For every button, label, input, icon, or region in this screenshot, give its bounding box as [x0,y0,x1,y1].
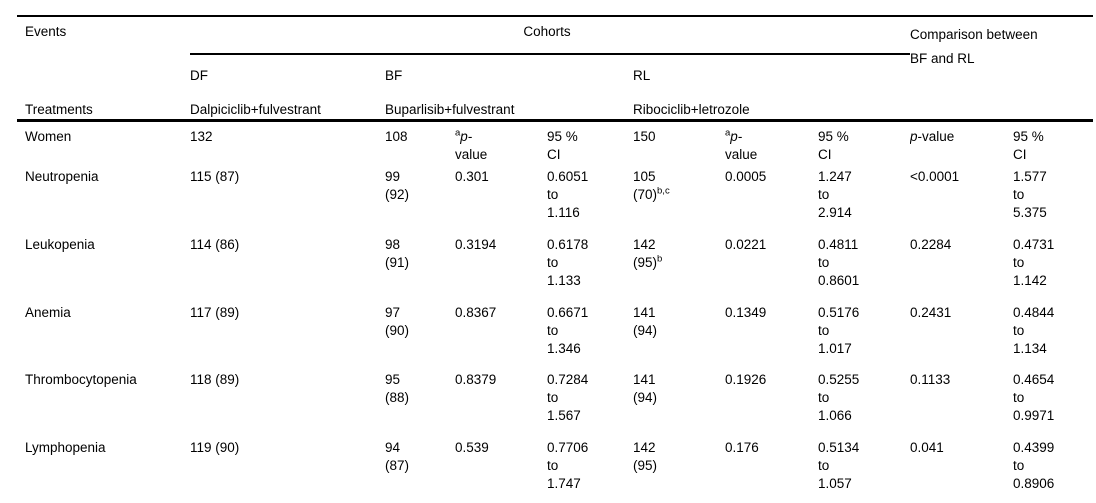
table-cell: 0.176 [725,435,818,503]
comparison-header: Comparison between BF and RL [910,15,1094,122]
row-label: Lymphopenia [17,435,190,503]
table-cell: 0.8379 [455,372,497,388]
treatment-name-rl: Ribociclib+letrozole [633,94,911,122]
table-cell: 0.1133 [910,372,951,388]
table-cell: 132 [190,129,213,144]
events-header: Events [17,15,190,54]
table-cell: 108 [385,129,408,144]
table-cell: 150 [633,129,656,144]
table-cell: 97 (90) [385,304,410,338]
group-abbr-bf: BF [385,68,403,83]
row-label: Thrombocytopenia [25,372,137,388]
group-abbr-rl: RL [633,68,651,83]
row-label: Neutropenia [25,168,99,184]
table-cell: 0.4811 to 0.8601 [818,236,860,288]
table-cell: p-value [910,129,955,144]
table-cell: 1.577 to 5.375 [1013,168,1047,220]
table-cell: 95 (88) [385,372,410,406]
table-row-anemia: Anemia 117 (89) 97 (90) 0.8367 0.6671 to 1.… [17,300,1093,368]
adverse-events-table: Events Cohorts Comparison between BF and … [17,15,1094,503]
table-cell: 1.247 to 2.914 [818,168,852,220]
treatment-name-df: Dalpiciclib+fulvestrant [190,94,385,122]
table-row-leukopenia: Leukopenia 114 (86) 98 (91) 0.3194 0.6178… [17,232,1093,300]
table-cell: 0.4731 to 1.142 [1013,236,1055,288]
header-row-treatments: Treatments Dalpiciclib+fulvestrant Bupar… [17,94,1093,122]
row-label: Anemia [25,304,71,320]
table-cell: 0.4654 to 0.9971 [1013,372,1055,424]
table-cell: 0.1349 [725,304,767,320]
treatments-header: Treatments [17,94,190,122]
table-cell: 0.0005 [725,168,767,184]
table-cell: 0.539 [455,435,547,503]
table-cell: 0.5255 to 1.066 [818,372,860,424]
empty-cell [17,54,190,94]
table-cell: 0.301 [455,168,489,184]
table-cell: 0.041 [910,435,1014,503]
table-cell: <0.0001 [910,168,960,184]
group-abbr-df: DF [190,68,208,83]
table-cell: 0.4844 to 1.134 [1013,304,1055,356]
table-cell: 142 (95)b [633,236,663,270]
table-cell: 0.3194 [455,236,497,252]
row-label: Leukopenia [25,236,95,252]
table-cell: 0.0221 [725,236,767,252]
table-cell: 0.6671 to 1.346 [547,304,589,356]
table-cell: 0.6051 to 1.116 [547,168,589,220]
table-cell: ap-value [455,127,488,162]
table-row-neutropenia: Neutropenia 115 (87) 99 (92) 0.301 0.6051… [17,164,1093,232]
table-cell: 141 (94) [633,372,658,406]
table-cell: 0.6178 to 1.133 [547,236,589,288]
table-cell: 141 (94) [633,304,658,338]
table-cell: 0.8367 [455,304,497,320]
table-cell: 95 % CI [818,129,849,162]
table-cell: 0.7706 to 1.747 [547,435,633,503]
table-cell: 0.1926 [725,372,767,388]
table-cell: 0.5176 to 1.017 [818,304,860,356]
table-cell: 0.4399 to 0.8906 [1013,435,1094,503]
table-cell: 0.2284 [910,236,952,252]
table-cell: 105 (70)b,c [633,168,670,202]
table-cell: 0.2431 [910,304,952,320]
table-row-women: Women 132 108 ap-value 95 % CI 150 ap-val… [17,121,1093,164]
table-cell: 0.5134 to 1.057 [818,435,911,503]
cohorts-header: Cohorts [190,15,911,55]
table-cell: 115 (87) [190,168,240,184]
header-row-cohorts: Events Cohorts Comparison between BF and … [17,15,1094,122]
table-cell: ap-value [725,127,758,162]
table-cell: 118 (89) [190,372,240,388]
row-label: Women [25,129,72,144]
table-row-lymphopenia: Lymphopenia 119 (90) 94 (87) 0.539 0.7706… [17,435,1094,503]
table-cell: 114 (86) [190,236,240,252]
table-cell: 142 (95) [633,435,725,503]
treatment-name-bf: Buparlisib+fulvestrant [385,94,633,122]
table-cell: 95 % CI [547,129,578,162]
table-cell: 119 (90) [190,435,385,503]
table-row-thrombocytopenia: Thrombocytopenia 118 (89) 95 (88) 0.8379 … [17,367,1093,435]
table-cell: 95 % CI [1013,129,1044,162]
table-cell: 99 (92) [385,168,410,202]
table-cell: 117 (89) [190,304,240,320]
header-row-abbreviations: DF BF RL [17,54,1093,94]
table-cell: 98 (91) [385,236,410,270]
table-cell: 0.7284 to 1.567 [547,372,589,424]
table-cell: 94 (87) [385,435,455,503]
